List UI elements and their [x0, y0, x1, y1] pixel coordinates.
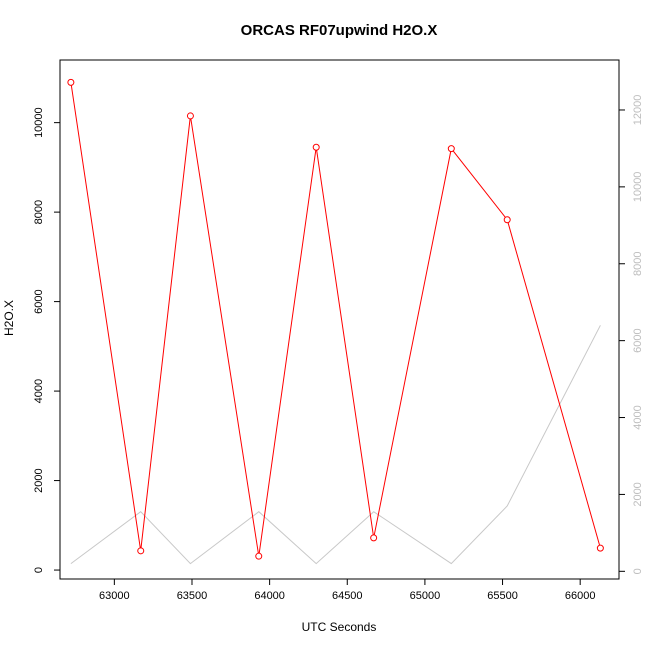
y-tick-label: 10000 — [33, 107, 45, 138]
x-tick-label: 63000 — [99, 590, 130, 602]
y2-tick-label: 4000 — [632, 405, 644, 429]
y-tick-label: 0 — [33, 567, 45, 573]
chart-title: ORCAS RF07upwind H2O.X — [241, 22, 438, 39]
data-point — [67, 78, 75, 86]
x-tick-label: 64500 — [332, 590, 363, 602]
y2-tick-label: 2000 — [632, 482, 644, 506]
data-point — [137, 547, 145, 555]
y2-tick-label: 10000 — [632, 172, 644, 203]
series-line-secondary — [70, 325, 601, 565]
data-point — [255, 552, 263, 560]
data-point — [596, 544, 604, 552]
y2-tick-label: 0 — [632, 568, 644, 574]
x-tick-label: 64000 — [254, 590, 285, 602]
x-axis-label: UTC Seconds — [302, 620, 377, 634]
y-tick-label: 4000 — [33, 379, 45, 403]
data-point — [186, 112, 194, 120]
data-point — [503, 216, 511, 224]
data-point — [312, 143, 320, 151]
data-point — [447, 145, 455, 153]
y2-tick-label: 8000 — [632, 252, 644, 276]
series-layer — [67, 78, 604, 565]
plot-frame — [59, 59, 620, 580]
x-tick-label: 63500 — [177, 590, 208, 602]
y2-tick-label: 6000 — [632, 328, 644, 352]
x-tick-label: 66000 — [565, 590, 596, 602]
y-axis-label: H2O.X — [2, 300, 16, 336]
series-line-h2o — [70, 82, 601, 557]
axes-layer: 63000 63500 64000 64500 65000 65500 66000 0 2000… — [33, 95, 644, 602]
y-tick-label: 8000 — [33, 200, 45, 224]
y-tick-label: 2000 — [33, 468, 45, 492]
y2-tick-label: 12000 — [632, 95, 644, 126]
data-point — [370, 534, 378, 542]
y-tick-label: 6000 — [33, 289, 45, 313]
x-tick-label: 65500 — [487, 590, 518, 602]
x-tick-label: 65000 — [410, 590, 441, 602]
